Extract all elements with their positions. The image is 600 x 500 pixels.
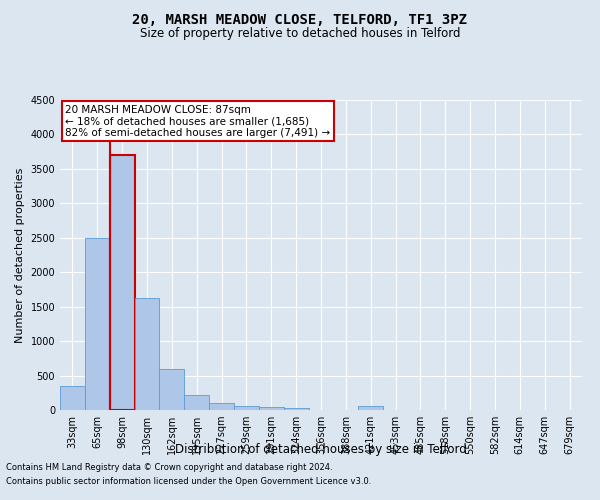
Text: Size of property relative to detached houses in Telford: Size of property relative to detached ho… bbox=[140, 28, 460, 40]
Bar bbox=[110, 155, 134, 410]
Bar bbox=[85, 238, 110, 410]
Bar bbox=[358, 406, 383, 410]
Text: Contains HM Land Registry data © Crown copyright and database right 2024.: Contains HM Land Registry data © Crown c… bbox=[6, 464, 332, 472]
Text: 20, MARSH MEADOW CLOSE, TELFORD, TF1 3PZ: 20, MARSH MEADOW CLOSE, TELFORD, TF1 3PZ bbox=[133, 12, 467, 26]
Bar bbox=[184, 395, 209, 410]
Bar bbox=[160, 370, 184, 410]
Y-axis label: Number of detached properties: Number of detached properties bbox=[15, 168, 25, 342]
Text: Contains public sector information licensed under the Open Government Licence v3: Contains public sector information licen… bbox=[6, 477, 371, 486]
Bar bbox=[259, 407, 284, 410]
Bar bbox=[60, 386, 85, 410]
Bar bbox=[284, 408, 308, 410]
Text: 20 MARSH MEADOW CLOSE: 87sqm
← 18% of detached houses are smaller (1,685)
82% of: 20 MARSH MEADOW CLOSE: 87sqm ← 18% of de… bbox=[65, 104, 331, 138]
Bar bbox=[234, 406, 259, 410]
Bar bbox=[134, 298, 160, 410]
Text: Distribution of detached houses by size in Telford: Distribution of detached houses by size … bbox=[175, 442, 467, 456]
Bar bbox=[209, 403, 234, 410]
